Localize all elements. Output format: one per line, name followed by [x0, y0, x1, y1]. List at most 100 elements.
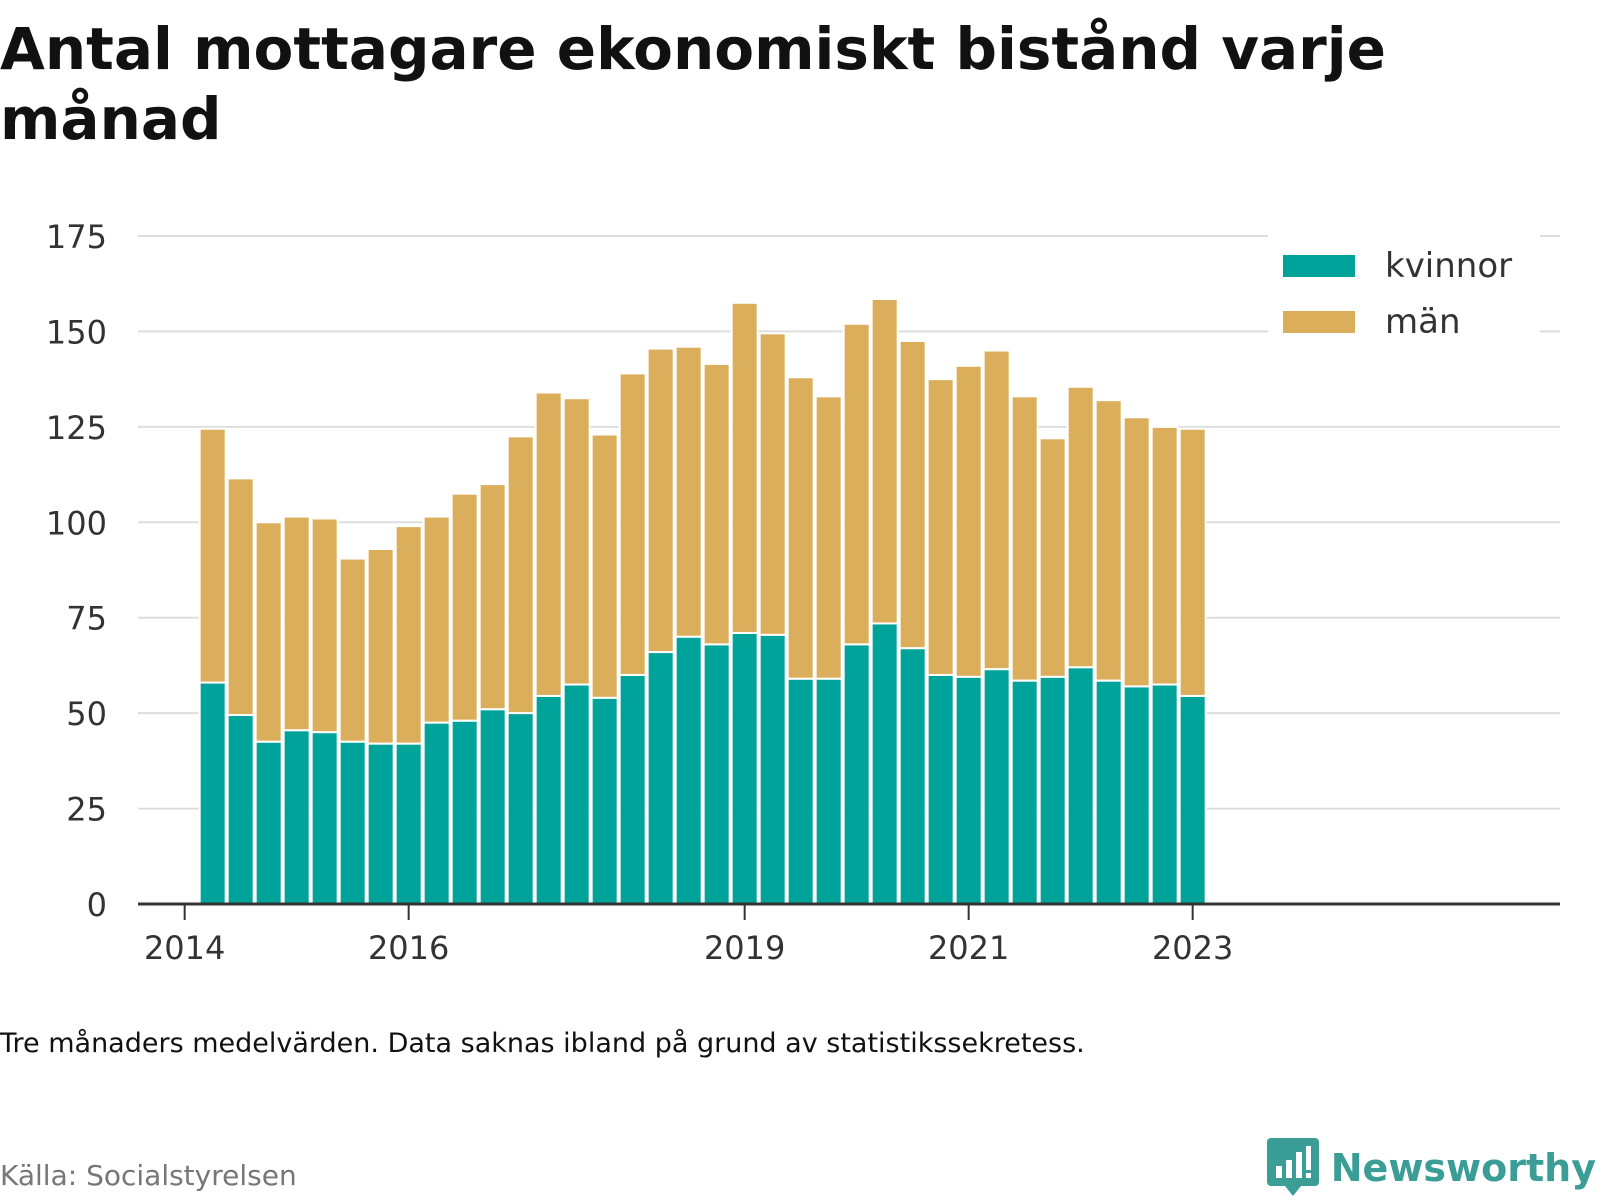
bar-kvinnor [1178, 694, 1207, 905]
bar-kvinnor [282, 729, 311, 905]
newsworthy-logo-icon [1266, 1138, 1319, 1196]
bar-man [1122, 416, 1151, 688]
bar-kvinnor [758, 633, 787, 905]
bar-kvinnor [422, 721, 451, 906]
x-tick-label: 2016 [368, 929, 449, 967]
bar-kvinnor [646, 651, 675, 905]
bar-man [1094, 399, 1123, 682]
y-tick-label: 100 [46, 504, 107, 542]
bar-kvinnor [590, 696, 619, 905]
y-tick-label: 75 [66, 600, 107, 638]
legend-label-man: män [1385, 302, 1461, 342]
y-tick-label: 150 [46, 313, 107, 351]
bar-man [702, 362, 731, 646]
chart: 0 25 50 75 100 125 150 175 2014 2016 2019 2021 2023… [46, 218, 1560, 967]
bar-man [534, 391, 563, 697]
bar-kvinnor [1150, 683, 1179, 905]
bar-man [1066, 385, 1095, 669]
bar-man [394, 525, 423, 745]
bar-man [926, 378, 955, 676]
y-tick-label: 175 [46, 218, 107, 256]
brand-logo: Newsworthy [1266, 1138, 1596, 1198]
bar-man [198, 427, 227, 684]
bar-kvinnor [226, 714, 255, 906]
bar-man [506, 435, 535, 715]
x-tick-label: 2014 [144, 929, 225, 967]
bar-kvinnor [1038, 675, 1067, 905]
bar-kvinnor [814, 677, 843, 905]
bar-man [478, 483, 507, 711]
bar-kvinnor [674, 635, 703, 905]
bar-man [842, 322, 871, 646]
bar-man [254, 521, 283, 743]
bar-kvinnor [702, 643, 731, 905]
bar-kvinnor [954, 675, 983, 905]
bar-kvinnor [926, 673, 955, 905]
source-credit: Källa: Socialstyrelsen [0, 1159, 297, 1192]
chart-note: Tre månaders medelvärden. Data saknas ib… [0, 1028, 1085, 1059]
bar-kvinnor [898, 647, 927, 905]
bar-man [618, 372, 647, 676]
bar-man [674, 345, 703, 638]
bar-kvinnor [366, 742, 395, 905]
bar-man [450, 492, 479, 722]
bar-man [758, 332, 787, 636]
bar-man [898, 339, 927, 650]
bar-kvinnor [842, 643, 871, 905]
y-tick-label: 50 [66, 695, 107, 733]
bar-man [954, 364, 983, 678]
bar-kvinnor [1010, 679, 1039, 905]
bar-kvinnor [1066, 666, 1095, 906]
bar-man [1038, 437, 1067, 678]
brand-name: Newsworthy [1330, 1146, 1596, 1190]
bar-man [646, 347, 675, 654]
x-tick-label: 2023 [1152, 929, 1233, 967]
bar-kvinnor [730, 631, 759, 905]
y-tick-label: 25 [66, 791, 107, 829]
bar-man [814, 395, 843, 680]
bar-man [226, 477, 255, 717]
bar-kvinnor [254, 740, 283, 905]
bar-kvinnor [1094, 679, 1123, 905]
chart-title: Antal mottagare ekonomiskt bistånd varje… [0, 15, 1386, 153]
bar-man [730, 301, 759, 634]
bar-man [870, 297, 899, 625]
bar-kvinnor [310, 731, 339, 905]
legend-label-kvinnor: kvinnor [1385, 246, 1512, 286]
bar-kvinnor [198, 681, 227, 905]
bar-kvinnor [618, 673, 647, 905]
bar-kvinnor [1122, 685, 1151, 905]
bar-kvinnor [786, 677, 815, 905]
bar-man [338, 557, 367, 743]
bar-man [310, 517, 339, 734]
bar-kvinnor [870, 622, 899, 905]
bar-man [562, 397, 591, 686]
bar-kvinnor [394, 742, 423, 905]
legend: kvinnor män [1268, 228, 1540, 342]
x-axis: 2014 2016 2019 2021 2023 [138, 902, 1560, 967]
bar-man [590, 433, 619, 699]
y-axis-ticks: 0 25 50 75 100 125 150 175 [46, 218, 107, 924]
bar-kvinnor [478, 708, 507, 906]
bar-kvinnor [562, 683, 591, 905]
bar-man [1010, 395, 1039, 682]
bar-kvinnor [506, 712, 535, 906]
bar-kvinnor [450, 719, 479, 906]
bar-man [282, 515, 311, 732]
legend-swatch-man [1283, 311, 1355, 333]
bar-kvinnor [982, 668, 1011, 906]
bar-man [786, 376, 815, 680]
bar-kvinnor [338, 740, 367, 905]
y-tick-label: 0 [87, 886, 107, 924]
y-tick-label: 125 [46, 409, 107, 447]
legend-swatch-kvinnor [1283, 255, 1355, 277]
x-tick-label: 2019 [704, 929, 785, 967]
bars [198, 297, 1207, 906]
bar-man [982, 349, 1011, 671]
bar-man [1178, 427, 1207, 697]
x-tick-label: 2021 [928, 929, 1009, 967]
bar-man [366, 548, 395, 745]
bar-kvinnor [534, 694, 563, 905]
bar-man [1150, 425, 1179, 686]
bar-man [422, 515, 451, 724]
